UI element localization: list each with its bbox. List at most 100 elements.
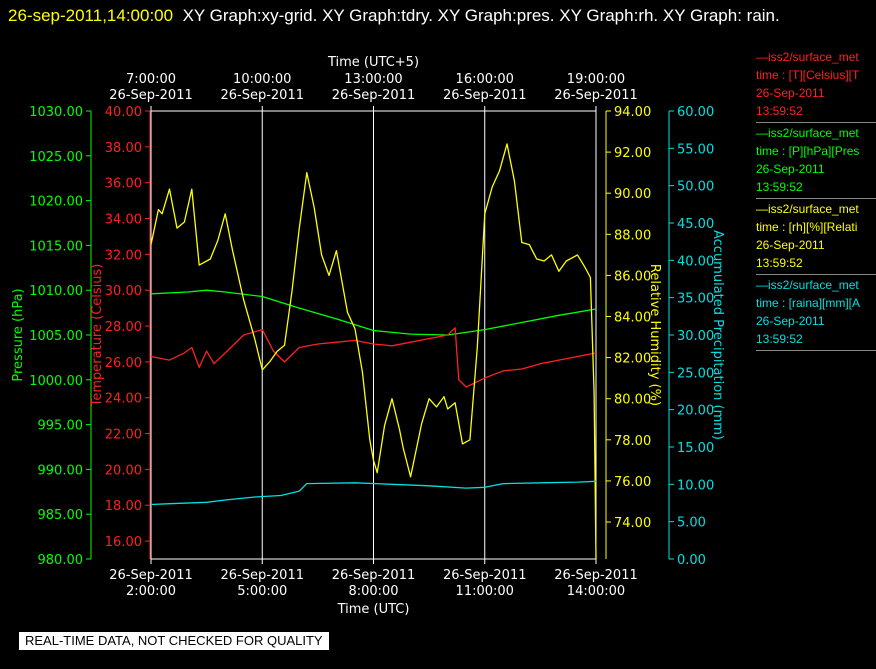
humidity-tick-label: 92.00 <box>614 146 651 161</box>
humidity-tick-label: 94.00 <box>614 105 651 120</box>
x-tick-date: 26-Sep-2011 <box>443 568 527 583</box>
pressure-tick-label: 1030.00 <box>29 105 83 120</box>
quality-notice: REAL-TIME DATA, NOT CHECKED FOR QUALITY <box>19 632 329 650</box>
x-tick-time: 8:00:00 <box>348 584 398 599</box>
x-axis-label: Time (UTC) <box>337 602 410 617</box>
precipitation-tick-label: 50.00 <box>677 180 714 195</box>
pressure-tick-label: 1010.00 <box>29 284 83 299</box>
pressure-tick-label: 1015.00 <box>29 239 83 254</box>
temperature-tick-label: 18.00 <box>105 499 142 514</box>
legend-date: 26-Sep-2011 <box>756 86 825 100</box>
series-line-precipitation <box>150 480 597 506</box>
title-text: XY Graph:xy-grid. XY Graph:tdry. XY Grap… <box>182 6 780 25</box>
pressure-tick-label: 1005.00 <box>29 329 83 344</box>
x-tick-top-time: 13:00:00 <box>344 72 402 87</box>
legend-time: 13:59:52 <box>756 180 803 194</box>
humidity-tick-label: 88.00 <box>614 228 651 243</box>
precipitation-tick-label: 25.00 <box>677 366 714 381</box>
humidity-tick-label: 76.00 <box>614 475 651 490</box>
legend-field: time : [rh][%][Relati <box>756 220 858 234</box>
humidity-tick-label: 90.00 <box>614 187 651 202</box>
x-tick-top-time: 7:00:00 <box>126 72 176 87</box>
precipitation-tick-label: 10.00 <box>677 478 714 493</box>
temperature-tick-label: 32.00 <box>105 248 142 263</box>
x-tick-time: 11:00:00 <box>456 584 514 599</box>
temperature-tick-label: 38.00 <box>105 141 142 156</box>
temperature-tick-label: 28.00 <box>105 320 142 335</box>
legend-line-label: —iss2/surface_met <box>756 202 859 216</box>
legend-line-label: —iss2/surface_met <box>756 126 859 140</box>
x-tick-top-date: 26-Sep-2011 <box>109 88 193 103</box>
pressure-tick-label: 1025.00 <box>29 150 83 165</box>
precipitation-tick-label: 5.00 <box>677 516 706 531</box>
temperature-tick-label: 30.00 <box>105 284 142 299</box>
x-tick-top-date: 26-Sep-2011 <box>554 88 638 103</box>
legend-line-label: —iss2/surface_met <box>756 50 859 64</box>
x-tick-top-date: 26-Sep-2011 <box>443 88 527 103</box>
pressure-tick-label: 990.00 <box>38 463 84 478</box>
precipitation-axis-label: Accumulated Precipitation (mm) <box>710 230 725 440</box>
humidity-tick-label: 74.00 <box>614 516 651 531</box>
x-tick-time: 5:00:00 <box>237 584 287 599</box>
legend-entry-humidity[interactable]: —iss2/surface_met time : [rh][%][Relati … <box>756 200 876 275</box>
precipitation-tick-label: 40.00 <box>677 254 714 269</box>
precipitation-tick-label: 35.00 <box>677 292 714 307</box>
precipitation-tick-label: 55.00 <box>677 142 714 157</box>
legend-line-label: —iss2/surface_met <box>756 278 859 292</box>
x-tick-top-date: 26-Sep-2011 <box>332 88 416 103</box>
x-tick-top-time: 16:00:00 <box>456 72 514 87</box>
series-line-temperature <box>150 327 597 388</box>
humidity-tick-label: 82.00 <box>614 352 651 367</box>
legend-date: 26-Sep-2011 <box>756 238 825 252</box>
legend-field: time : [P][hPa][Pres <box>756 144 860 158</box>
legend-time: 13:59:52 <box>756 256 803 270</box>
legend-entry-pressure[interactable]: —iss2/surface_met time : [P][hPa][Pres 2… <box>756 124 876 199</box>
series-line-pressure <box>150 289 597 336</box>
pressure-tick-label: 985.00 <box>38 508 84 523</box>
pressure-tick-label: 980.00 <box>38 553 84 568</box>
humidity-tick-label: 84.00 <box>614 311 651 326</box>
humidity-tick-label: 86.00 <box>614 269 651 284</box>
x-axis-label-top: Time (UTC+5) <box>327 55 419 70</box>
precipitation-tick-label: 0.00 <box>677 553 706 568</box>
temperature-tick-label: 16.00 <box>105 535 142 550</box>
precipitation-tick-label: 60.00 <box>677 105 714 120</box>
temperature-tick-label: 36.00 <box>105 177 142 192</box>
x-tick-time: 14:00:00 <box>567 584 625 599</box>
series-line-humidity <box>150 143 597 560</box>
x-tick-top-time: 10:00:00 <box>233 72 291 87</box>
legend-field: time : [raina][mm][A <box>756 296 861 310</box>
x-tick-date: 26-Sep-2011 <box>220 568 304 583</box>
precipitation-tick-label: 15.00 <box>677 441 714 456</box>
legend: —iss2/surface_met time : [T][Celsius][T … <box>756 48 876 352</box>
humidity-tick-label: 78.00 <box>614 434 651 449</box>
pressure-tick-label: 995.00 <box>38 419 84 434</box>
x-tick-time: 2:00:00 <box>126 584 176 599</box>
legend-entry-precipitation[interactable]: —iss2/surface_met time : [raina][mm][A 2… <box>756 276 876 351</box>
legend-entry-temperature[interactable]: —iss2/surface_met time : [T][Celsius][T … <box>756 48 876 123</box>
temperature-axis-label: Temperature (Celsius) <box>90 264 105 408</box>
x-tick-date: 26-Sep-2011 <box>109 568 193 583</box>
temperature-tick-label: 34.00 <box>105 213 142 228</box>
x-tick-top-time: 19:00:00 <box>567 72 625 87</box>
x-tick-date: 26-Sep-2011 <box>332 568 416 583</box>
legend-time: 13:59:52 <box>756 104 803 118</box>
temperature-tick-label: 26.00 <box>105 356 142 371</box>
legend-time: 13:59:52 <box>756 332 803 346</box>
humidity-tick-label: 80.00 <box>614 393 651 408</box>
x-tick-top-date: 26-Sep-2011 <box>220 88 304 103</box>
temperature-tick-label: 20.00 <box>105 463 142 478</box>
precipitation-tick-label: 20.00 <box>677 404 714 419</box>
temperature-tick-label: 22.00 <box>105 428 142 443</box>
humidity-axis-label: Relative Humidity (%) <box>647 264 662 406</box>
temperature-tick-label: 24.00 <box>105 392 142 407</box>
pressure-axis-label: Pressure (hPa) <box>11 288 26 381</box>
x-tick-date: 26-Sep-2011 <box>554 568 638 583</box>
legend-date: 26-Sep-2011 <box>756 162 825 176</box>
title-datetime: 26-sep-2011,14:00:00 <box>8 6 174 25</box>
precipitation-tick-label: 30.00 <box>677 329 714 344</box>
temperature-tick-label: 40.00 <box>105 105 142 120</box>
legend-field: time : [T][Celsius][T <box>756 68 860 82</box>
pressure-tick-label: 1000.00 <box>29 374 83 389</box>
